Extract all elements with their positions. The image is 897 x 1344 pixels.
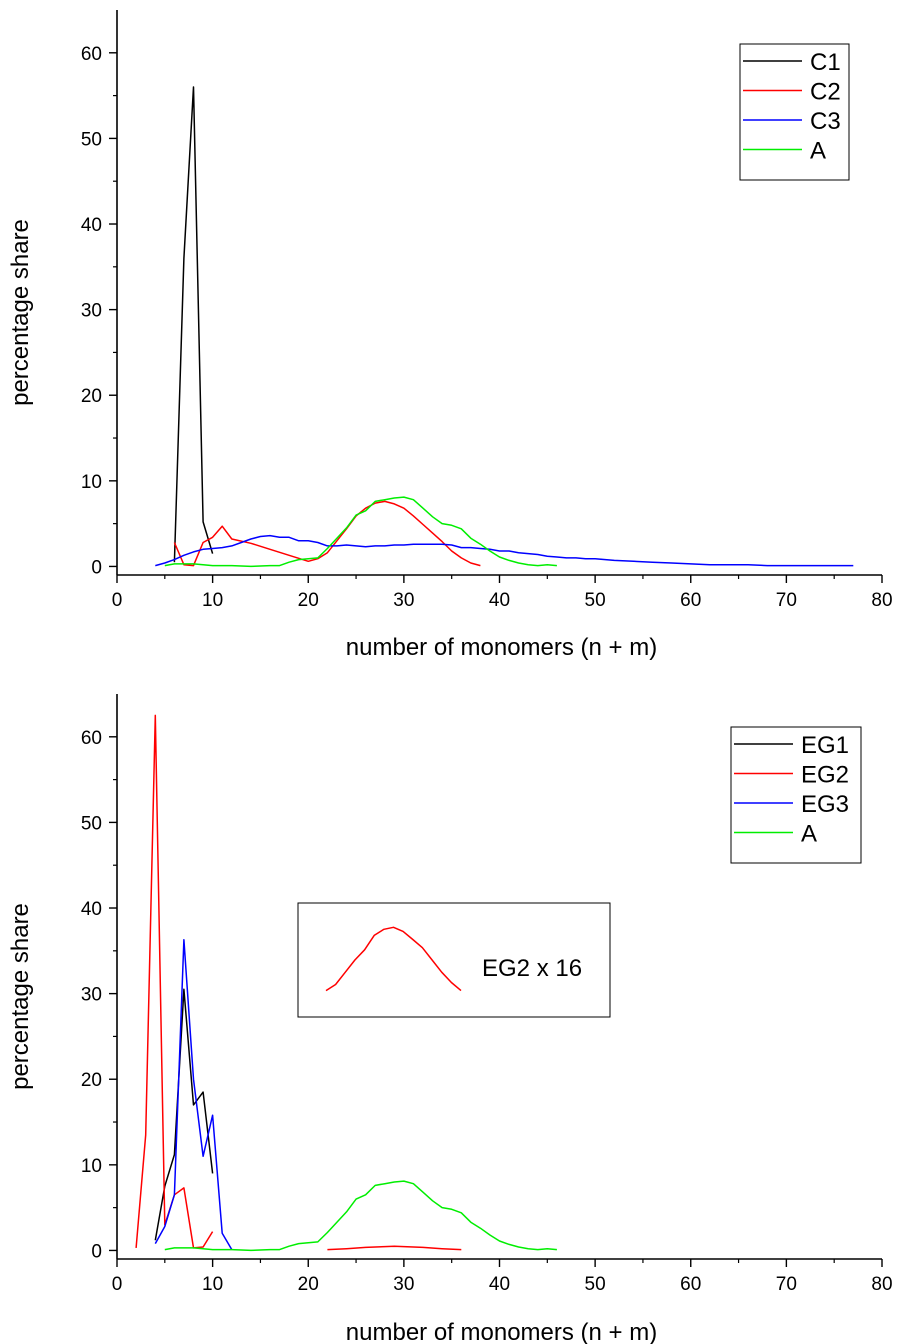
x-tick-label: 70 <box>776 1274 797 1295</box>
y-tick-label: 50 <box>81 129 102 150</box>
x-tick-label: 40 <box>489 1274 510 1295</box>
legend-label-a: A <box>810 138 826 165</box>
series-line-a <box>164 1180 557 1252</box>
legend-label-a: A <box>801 821 817 848</box>
x-tick-label: 20 <box>298 590 319 611</box>
series-line-c3 <box>155 534 854 567</box>
x-tick-label: 50 <box>585 1274 606 1295</box>
x-tick-label: 0 <box>112 1274 123 1295</box>
series-line-eg2-tail <box>327 1245 462 1251</box>
inset-box <box>297 902 611 1018</box>
x-tick-label: 40 <box>489 590 510 611</box>
legend-label-eg2: EG2 <box>801 762 849 789</box>
chart-2: 0 10 20 30 40 50 60 70 80 0 10 20 30 40 50 60 number of … <box>7 694 893 1344</box>
legend-label-eg1: EG1 <box>801 732 849 759</box>
x-tick-label: 0 <box>112 590 123 611</box>
x-axis-title: number of monomers (n + m) <box>346 634 657 661</box>
legend-box <box>739 43 850 181</box>
y-tick-label: 60 <box>81 44 102 65</box>
x-tick-label: 50 <box>585 590 606 611</box>
x-tick-label: 20 <box>298 1274 319 1295</box>
legend-label-c2: C2 <box>810 79 841 106</box>
y-tick-label: 30 <box>81 985 102 1006</box>
series-line-c1 <box>173 86 214 563</box>
x-tick-label: 10 <box>202 1274 223 1295</box>
legend-label-eg3: EG3 <box>801 791 849 818</box>
series-line-eg3 <box>154 938 233 1250</box>
y-tick-label: 20 <box>81 386 102 407</box>
y-axis-title: percentage share <box>7 219 34 406</box>
x-tick-label: 60 <box>680 1274 701 1295</box>
y-tick-label: 40 <box>81 215 102 236</box>
y-tick-label: 10 <box>81 472 102 493</box>
y-axis-title: percentage share <box>7 903 34 1090</box>
x-tick-label: 70 <box>776 590 797 611</box>
x-tick-label: 30 <box>393 590 414 611</box>
x-tick-label: 60 <box>680 590 701 611</box>
chart-1: 0 10 20 30 40 50 60 70 80 0 10 20 30 40 50 60 number of … <box>7 10 893 661</box>
x-axis-title: number of monomers (n + m) <box>346 1319 657 1344</box>
y-tick-label: 0 <box>91 1241 102 1262</box>
y-tick-label: 30 <box>81 301 102 322</box>
y-tick-label: 50 <box>81 813 102 834</box>
y-tick-label: 10 <box>81 1156 102 1177</box>
x-tick-label: 80 <box>871 1274 892 1295</box>
y-tick-label: 60 <box>81 728 102 749</box>
inset-line-eg2 <box>325 926 462 992</box>
y-tick-label: 20 <box>81 1070 102 1091</box>
series-line-eg2 <box>135 714 214 1249</box>
series-line-c2 <box>173 500 481 567</box>
x-tick-label: 80 <box>871 590 892 611</box>
legend-label-c3: C3 <box>810 108 841 135</box>
legend-box <box>730 726 862 864</box>
y-tick-label: 0 <box>91 557 102 578</box>
x-tick-label: 10 <box>202 590 223 611</box>
inset: EG2 x 16 <box>297 902 611 1018</box>
series-line-a <box>164 496 557 568</box>
legend-label-c1: C1 <box>810 49 841 76</box>
x-tick-label: 30 <box>393 1274 414 1295</box>
y-tick-label: 40 <box>81 899 102 920</box>
inset-label: EG2 x 16 <box>482 955 582 982</box>
